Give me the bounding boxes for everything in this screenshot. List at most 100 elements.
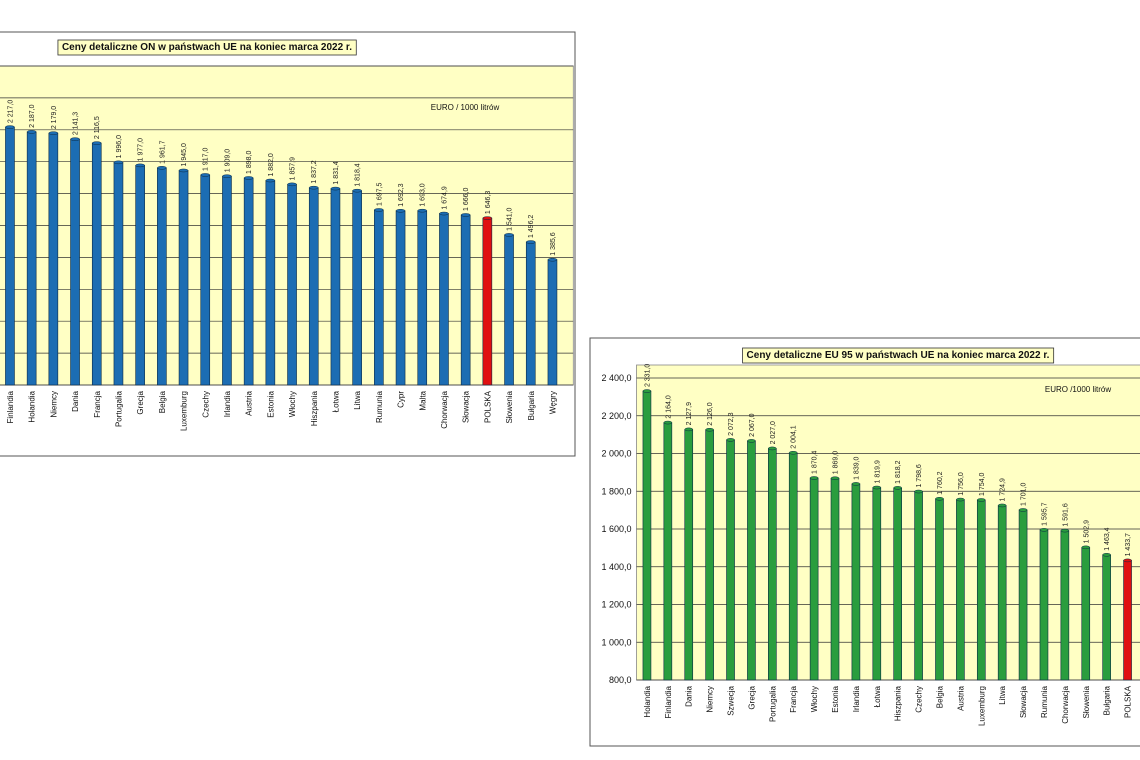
value-label: 1 831,4 bbox=[333, 161, 340, 184]
x-tick-label: Chorwacja bbox=[1061, 685, 1070, 723]
x-tick-label: Chorwacja bbox=[440, 390, 449, 428]
bar-cap bbox=[788, 450, 798, 455]
x-tick-label: Austria bbox=[956, 685, 965, 710]
bar-cap bbox=[460, 213, 471, 217]
bar bbox=[222, 175, 232, 386]
bar bbox=[113, 162, 124, 386]
value-label: 1 646,3 bbox=[485, 191, 492, 214]
bar bbox=[747, 440, 756, 681]
y-tick-label: 1 200,0 bbox=[601, 600, 631, 610]
bar bbox=[726, 439, 735, 681]
bar-cap bbox=[309, 185, 319, 190]
x-tick-label: Szwecja bbox=[727, 685, 736, 715]
bar bbox=[460, 214, 471, 386]
x-tick-label: Bułgaria bbox=[1103, 685, 1112, 715]
bar-cap bbox=[482, 216, 493, 220]
value-label: 1 839,0 bbox=[853, 456, 860, 479]
bar bbox=[642, 390, 652, 681]
bar bbox=[243, 177, 254, 386]
x-tick-label: Dania bbox=[685, 685, 694, 706]
bar-cap bbox=[1102, 553, 1111, 557]
value-label: 1 693,0 bbox=[420, 183, 427, 206]
bar-cap bbox=[178, 168, 189, 173]
bar bbox=[663, 422, 673, 681]
bar-cap bbox=[48, 131, 59, 135]
value-label: 1 756,0 bbox=[958, 472, 965, 495]
bar bbox=[768, 448, 777, 681]
bar-cap bbox=[504, 233, 514, 237]
bar-cap bbox=[287, 182, 297, 187]
value-label: 1 760,2 bbox=[937, 471, 944, 494]
bar bbox=[417, 210, 428, 386]
value-label: 1 909,0 bbox=[224, 149, 231, 172]
x-tick-label: Słowenia bbox=[1082, 685, 1091, 718]
bar bbox=[504, 234, 514, 386]
x-tick-label: Węgry bbox=[548, 391, 557, 414]
value-label: 2 179,0 bbox=[51, 106, 58, 129]
x-tick-label: Rumunia bbox=[375, 390, 384, 423]
bar bbox=[935, 498, 944, 681]
y-tick-label: 1 800,0 bbox=[601, 486, 631, 496]
x-tick-label: Słowenia bbox=[505, 390, 514, 423]
value-label: 1 692,3 bbox=[398, 183, 405, 206]
chart-title: Ceny detaliczne ON w państwach UE na kon… bbox=[62, 42, 352, 53]
bar-cap bbox=[1060, 528, 1070, 533]
x-tick-label: Irlandia bbox=[223, 390, 232, 417]
x-tick-label: Słowacja bbox=[462, 390, 471, 423]
x-tick-label: Belgia bbox=[158, 390, 167, 413]
value-label: 1 595,7 bbox=[1041, 502, 1048, 525]
x-tick-label: Niemcy bbox=[49, 391, 58, 418]
value-label: 2 116,5 bbox=[94, 116, 101, 139]
bar bbox=[374, 209, 384, 386]
bar-cap bbox=[997, 503, 1007, 508]
x-tick-label: Litwa bbox=[998, 685, 1007, 704]
x-tick-label: Austria bbox=[245, 390, 254, 415]
bar-cap bbox=[914, 489, 923, 494]
bar bbox=[525, 241, 536, 386]
x-tick-label: Niemcy bbox=[706, 686, 715, 713]
unit-label: EURO /1000 litrów bbox=[1045, 385, 1111, 394]
bar-cap bbox=[265, 178, 276, 183]
bar-cap bbox=[439, 211, 449, 216]
x-tick-label: Włochy bbox=[288, 391, 297, 417]
bar-cap bbox=[809, 476, 819, 480]
bar bbox=[914, 491, 923, 681]
bar bbox=[26, 131, 37, 386]
bar bbox=[330, 188, 341, 386]
value-label: 2 027,0 bbox=[770, 421, 777, 444]
bar bbox=[482, 217, 493, 386]
value-label: 2 164,0 bbox=[665, 395, 672, 418]
x-tick-label: Luxemburg bbox=[180, 391, 189, 431]
bar-cap bbox=[705, 427, 714, 432]
value-label: 1 591,6 bbox=[1062, 503, 1069, 526]
bar-cap bbox=[747, 439, 756, 443]
value-label: 1 837,2 bbox=[311, 160, 318, 183]
value-label: 1 818,4 bbox=[355, 163, 362, 186]
y-tick-label: 2 200,0 bbox=[601, 411, 631, 421]
bar-cap bbox=[243, 176, 254, 180]
bar bbox=[872, 487, 882, 681]
x-tick-label: Hiszpania bbox=[310, 390, 319, 426]
x-tick-label: Estonia bbox=[266, 390, 275, 417]
value-label: 2 067,0 bbox=[749, 413, 756, 436]
bar-cap bbox=[200, 173, 210, 177]
value-label: 1 857,9 bbox=[290, 157, 297, 180]
value-label: 1 502,9 bbox=[1083, 520, 1090, 543]
bar-cap bbox=[1018, 508, 1028, 512]
bar-cap bbox=[352, 188, 362, 193]
value-label: 1 819,9 bbox=[874, 460, 881, 483]
bar bbox=[547, 259, 558, 386]
x-tick-label: Dania bbox=[71, 390, 80, 411]
y-tick-label: 1 600,0 bbox=[601, 524, 631, 534]
x-tick-label: Łotwa bbox=[873, 685, 882, 707]
x-tick-label: POLSKA bbox=[483, 390, 492, 423]
value-label: 2 331,0 bbox=[644, 364, 651, 387]
value-label: 1 674,9 bbox=[441, 186, 448, 209]
bar-cap bbox=[330, 186, 341, 191]
bar bbox=[135, 165, 145, 386]
value-label: 1 961,7 bbox=[159, 140, 166, 163]
bar bbox=[439, 213, 449, 386]
value-label: 1 385,6 bbox=[550, 232, 557, 255]
value-label: 1 754,0 bbox=[979, 472, 986, 495]
